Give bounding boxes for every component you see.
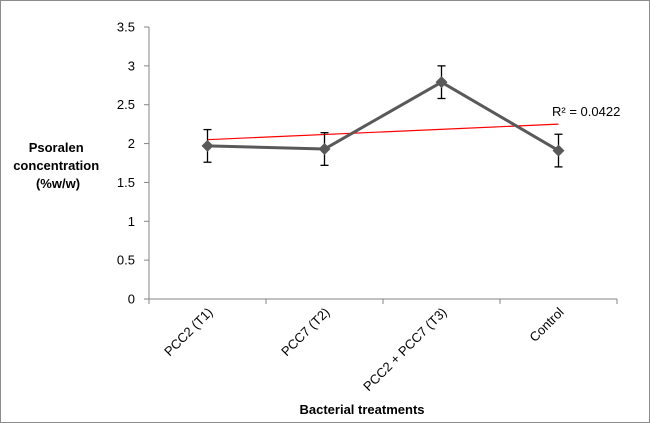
x-tick-label: PCC2 (T1) bbox=[161, 305, 216, 360]
r-squared-label: R² = 0.0422 bbox=[552, 104, 620, 119]
data-point-marker bbox=[435, 76, 448, 89]
series-group bbox=[201, 65, 565, 168]
data-point-marker bbox=[201, 139, 214, 152]
series-line bbox=[207, 80, 560, 152]
y-tick-label: 0.5 bbox=[117, 253, 135, 268]
y-tick-label: 1.5 bbox=[117, 175, 135, 190]
y-tick-label: 0 bbox=[128, 292, 135, 307]
x-tick-label: Control bbox=[526, 304, 566, 344]
x-axis-label: Bacterial treatments bbox=[300, 402, 425, 417]
y-axis-label: Psoralen concentration (%w/w) bbox=[13, 140, 103, 191]
y-tick-label: 3.5 bbox=[117, 20, 135, 35]
y-ticks: 0 0.5 1 1.5 2 2.5 3 3.5 bbox=[117, 20, 149, 307]
data-point-marker bbox=[552, 144, 565, 157]
y-tick-label: 2.5 bbox=[117, 97, 135, 112]
y-axis-label-line-2: concentration bbox=[13, 158, 99, 173]
y-axis-label-line-3: (%w/w) bbox=[36, 176, 80, 191]
x-tick-label: PCC7 (T2) bbox=[278, 305, 333, 360]
y-tick-label: 3 bbox=[128, 58, 135, 73]
trendline-group bbox=[207, 123, 559, 141]
y-axis-label-line-1: Psoralen bbox=[29, 140, 84, 155]
y-tick-label: 2 bbox=[128, 136, 135, 151]
data-point-marker bbox=[318, 143, 331, 156]
trendline bbox=[207, 123, 559, 141]
x-tick-label: PCC2 + PCC7 (T3) bbox=[360, 305, 450, 395]
x-ticks: PCC2 (T1) PCC7 (T2) PCC2 + PCC7 (T3) Contro… bbox=[148, 299, 618, 395]
y-tick-label: 1 bbox=[128, 214, 135, 229]
